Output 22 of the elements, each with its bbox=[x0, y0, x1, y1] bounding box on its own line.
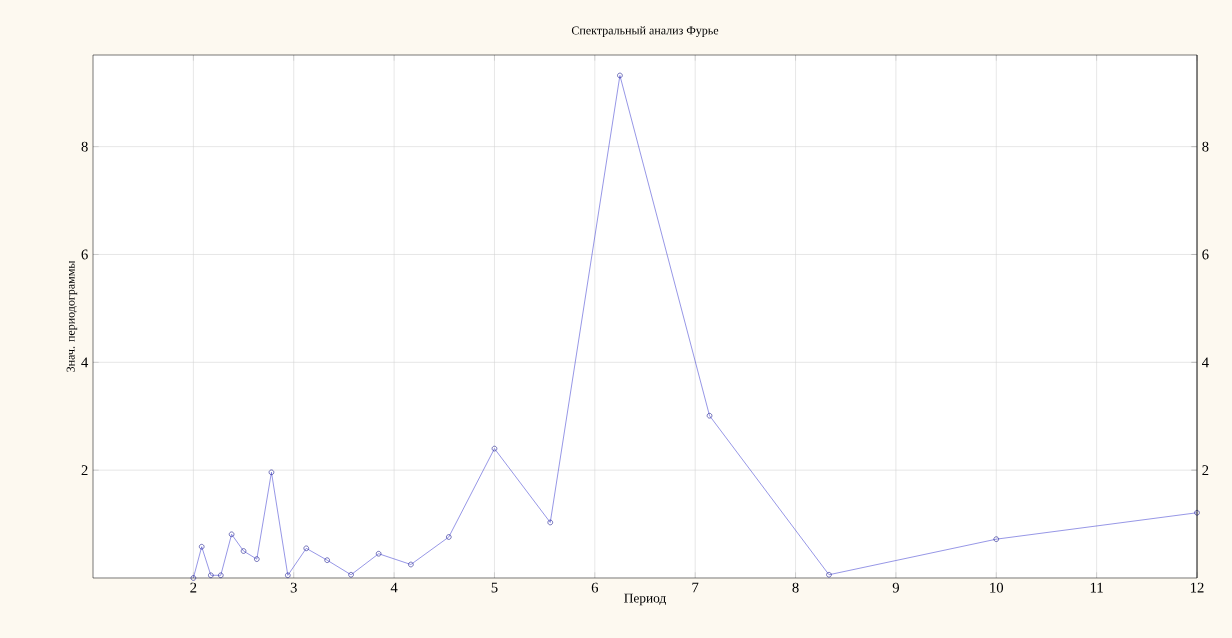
y-tick-label: 6 bbox=[81, 249, 88, 260]
x-tick-label: 2 bbox=[190, 582, 197, 593]
x-tick-label: 6 bbox=[591, 582, 599, 593]
x-tick-label: 4 bbox=[390, 582, 398, 593]
x-tick-label: 7 bbox=[692, 582, 699, 593]
y2-tick-label: 2 bbox=[1202, 465, 1209, 476]
chart-title: Спектральный анализ Фурье bbox=[571, 26, 719, 37]
y-tick-label: 4 bbox=[81, 357, 89, 368]
x-tick-label: 11 bbox=[1090, 582, 1103, 593]
x-tick-label: 3 bbox=[290, 582, 297, 593]
y-tick-label: 2 bbox=[81, 465, 88, 476]
y-tick-label: 8 bbox=[81, 141, 88, 152]
x-tick-label: 10 bbox=[990, 582, 1004, 593]
y2-tick-label: 6 bbox=[1202, 249, 1209, 260]
x-tick-label: 5 bbox=[491, 582, 498, 593]
y2-tick-label: 8 bbox=[1202, 141, 1209, 152]
x-tick-label: 9 bbox=[892, 582, 899, 593]
y-axis-title: Знач. периодограммы bbox=[66, 260, 78, 372]
x-axis-title: Период bbox=[624, 593, 666, 606]
x-tick-label: 8 bbox=[792, 582, 799, 593]
y2-tick-label: 4 bbox=[1202, 357, 1209, 368]
x-tick-label: 12 bbox=[1190, 582, 1204, 593]
